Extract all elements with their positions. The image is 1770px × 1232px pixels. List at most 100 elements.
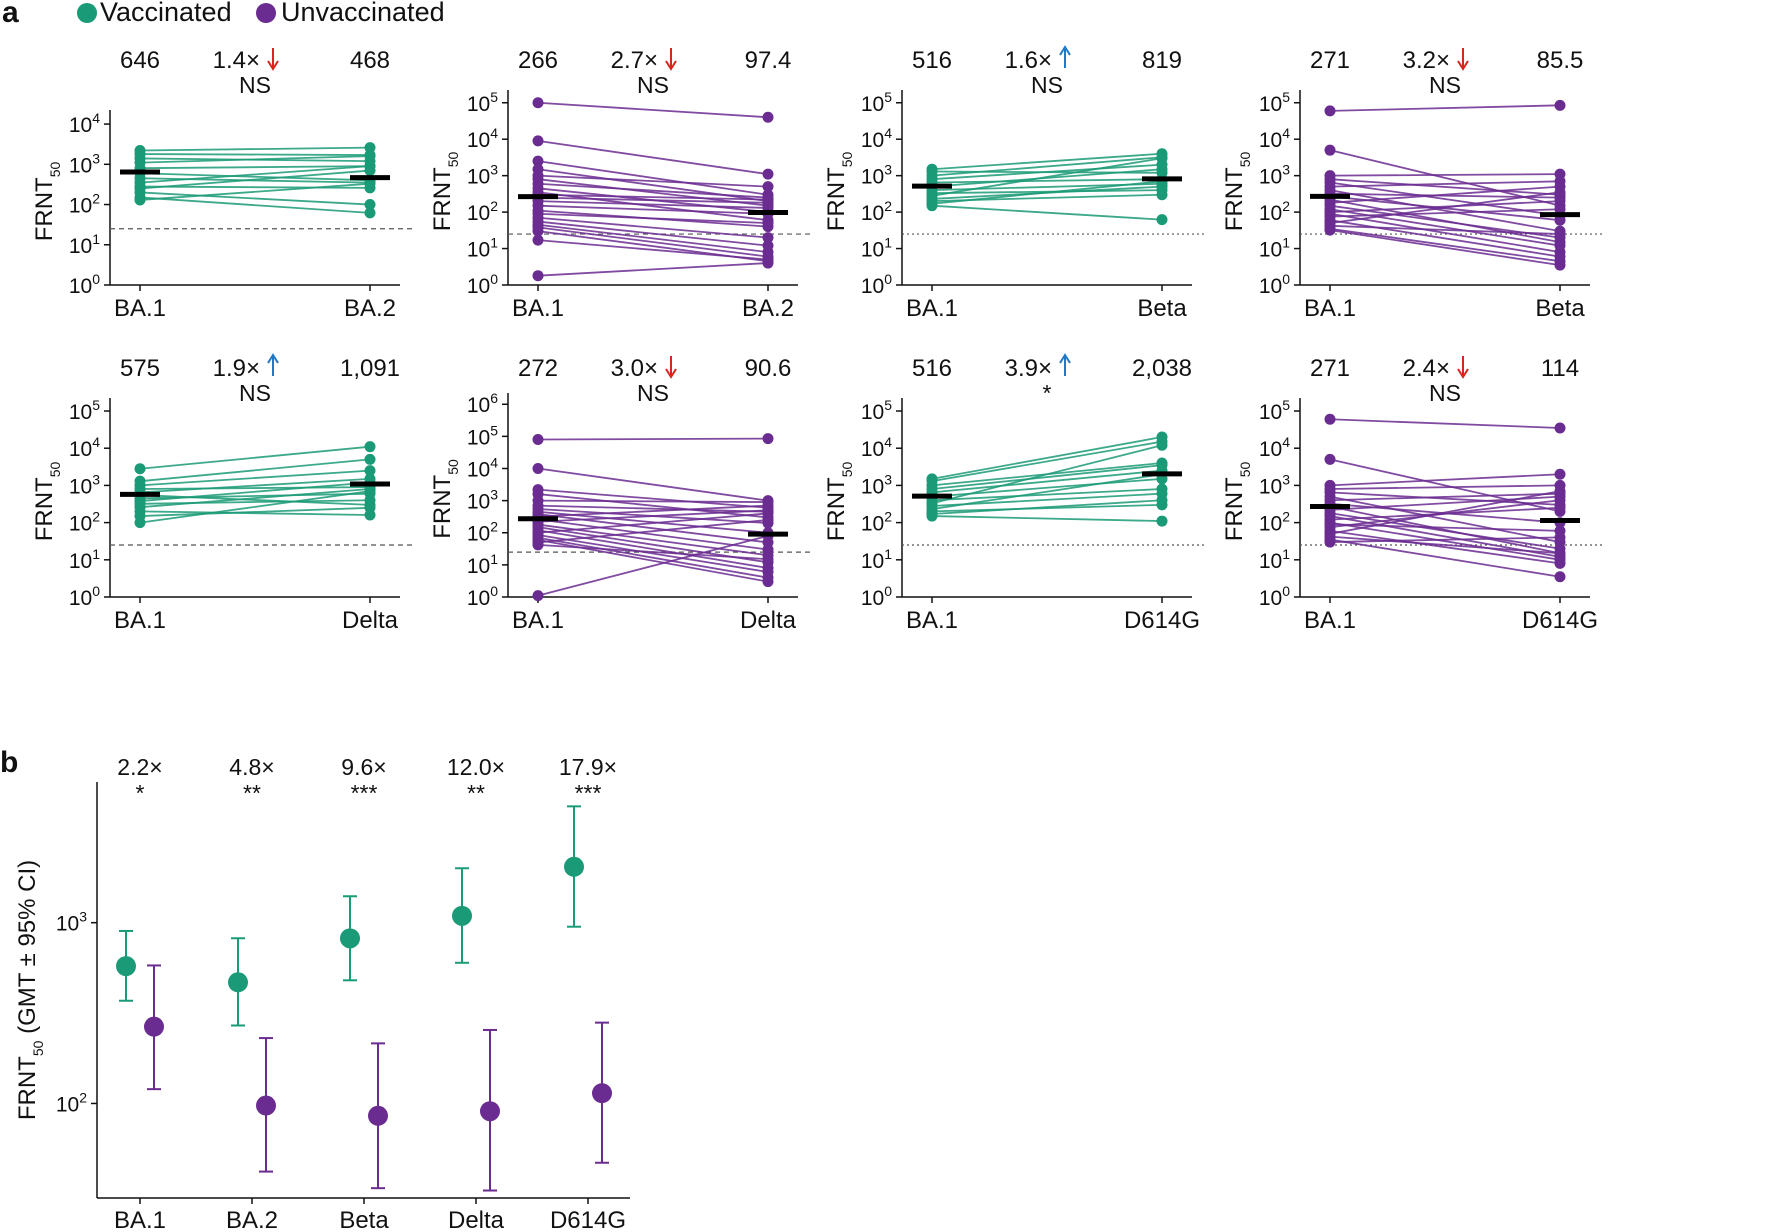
fold-change-label: 9.6× [341, 754, 386, 780]
y-axis-title: FRNT50 [1221, 462, 1253, 542]
pair-line [537, 216, 769, 239]
y-tick-label: 102 [1259, 198, 1290, 225]
pair-line [139, 445, 371, 470]
pair-line [1329, 529, 1561, 565]
significance-label: ** [467, 780, 485, 806]
fold-change-label: 3.2× [1403, 47, 1450, 74]
pair-line [931, 163, 1163, 181]
pair-line [931, 444, 1163, 505]
pair-line [931, 204, 1163, 221]
pair-line [537, 193, 769, 201]
gmt-value-label: 2,038 [1132, 355, 1192, 382]
x-tick-label: BA.1 [114, 607, 166, 634]
y-tick-label: 101 [1259, 235, 1290, 262]
y-tick-label: 103 [467, 487, 498, 514]
data-point [532, 433, 544, 445]
y-tick-label: 103 [69, 471, 100, 498]
pair-line [139, 490, 371, 524]
y-tick-label: 101 [861, 546, 892, 573]
data-point [1554, 259, 1566, 271]
x-tick-label: BA.1 [1304, 607, 1356, 634]
data-point [532, 97, 544, 109]
pair-line [537, 101, 769, 119]
data-point [532, 462, 544, 474]
data-point [1156, 439, 1168, 451]
data-point [1554, 214, 1566, 226]
fold-direction-arrow-head [267, 353, 279, 364]
panel-a-plot-1: 100 101 102 103 104 BA.1 BA.2 FRNT50 646 468 1.4×N… [31, 47, 412, 322]
pair-line [537, 223, 769, 253]
pair-line [537, 212, 769, 224]
y-tick-label: 102 [467, 519, 498, 546]
pair-line [537, 488, 769, 509]
data-point [1554, 485, 1566, 497]
data-point [532, 135, 544, 147]
fold-direction-arrow [1457, 48, 1469, 71]
pair-line [1329, 189, 1561, 233]
gmt-value-label: 114 [1541, 355, 1579, 382]
y-tick-label: 101 [467, 235, 498, 262]
pair-line [139, 146, 371, 152]
panel-a-plot-2: 100 101 102 103 104 105 BA.1 BA.2 FRNT50 266 97.4 2… [429, 47, 810, 322]
y-axis-title: FRNT50 [1221, 152, 1253, 232]
x-tick-label: BA.2 [226, 1207, 278, 1232]
fold-direction-arrow-head [665, 60, 677, 71]
pair-line [1329, 484, 1561, 490]
fold-change-label: 1.6× [1005, 47, 1052, 74]
data-point [1324, 105, 1336, 117]
y-axis-title: FRNT50 (GMT ± 95% CI) [14, 860, 46, 1120]
data-point [1554, 557, 1566, 569]
gmt-point-unvaccinated [144, 1016, 164, 1037]
y-tick-label: 104 [467, 125, 498, 152]
gmt-value-label: 266 [518, 47, 558, 74]
data-point [364, 453, 376, 465]
pair-line [1329, 538, 1561, 578]
gmt-value-label: 468 [350, 47, 390, 74]
y-tick-label: 103 [467, 162, 498, 189]
gmt-point-unvaccinated [368, 1105, 388, 1126]
pair-line [1329, 208, 1561, 218]
x-tick-label: BA.1 [906, 295, 958, 322]
y-tick-label: 104 [861, 125, 892, 152]
pair-line [537, 437, 769, 441]
pair-line [139, 155, 371, 164]
gmt-value-label: 819 [1142, 47, 1182, 74]
pair-line [537, 519, 769, 544]
y-axis-title: FRNT50 [429, 152, 461, 232]
panel-a-plot-6: 100 101 102 103 104 105 106 BA.1 Delta FRNT50 272 9… [429, 355, 810, 634]
y-tick-label: 101 [861, 235, 892, 262]
fold-change-label: 2.7× [611, 47, 658, 74]
pair-line [139, 169, 371, 190]
gmt-point-vaccinated [564, 856, 584, 877]
pair-line [537, 200, 769, 209]
x-tick-label: D614G [550, 1207, 626, 1232]
pair-line [537, 160, 769, 196]
gmt-value-label: 575 [120, 355, 160, 382]
y-tick-label: 102 [861, 509, 892, 536]
y-axis-title: FRNT50 [31, 162, 63, 242]
y-axis-title: FRNT50 [31, 462, 63, 542]
x-tick-label: BA.1 [114, 1207, 166, 1232]
pair-line [139, 486, 371, 490]
data-point [364, 165, 376, 177]
pair-line [139, 488, 371, 509]
significance-label: NS [239, 72, 271, 98]
fold-change-label: 3.9× [1005, 355, 1052, 382]
pair-line [537, 174, 769, 188]
pair-line [537, 518, 769, 551]
pair-line [1329, 495, 1561, 543]
fold-direction-arrow [665, 356, 677, 379]
data-point [364, 441, 376, 453]
data-point [134, 194, 146, 206]
y-axis-title: FRNT50 [823, 462, 855, 542]
gmt-point-unvaccinated [256, 1095, 276, 1116]
data-point [1156, 214, 1168, 226]
pair-line [931, 503, 1163, 513]
y-tick-label: 104 [861, 434, 892, 461]
data-point [762, 433, 774, 445]
data-point [1156, 515, 1168, 527]
panel-a-plot-4: 100 101 102 103 104 105 BA.1 Beta FRNT50 271 85.5 3… [1221, 47, 1602, 322]
data-point [1324, 224, 1336, 236]
significance-label: * [1043, 380, 1052, 406]
